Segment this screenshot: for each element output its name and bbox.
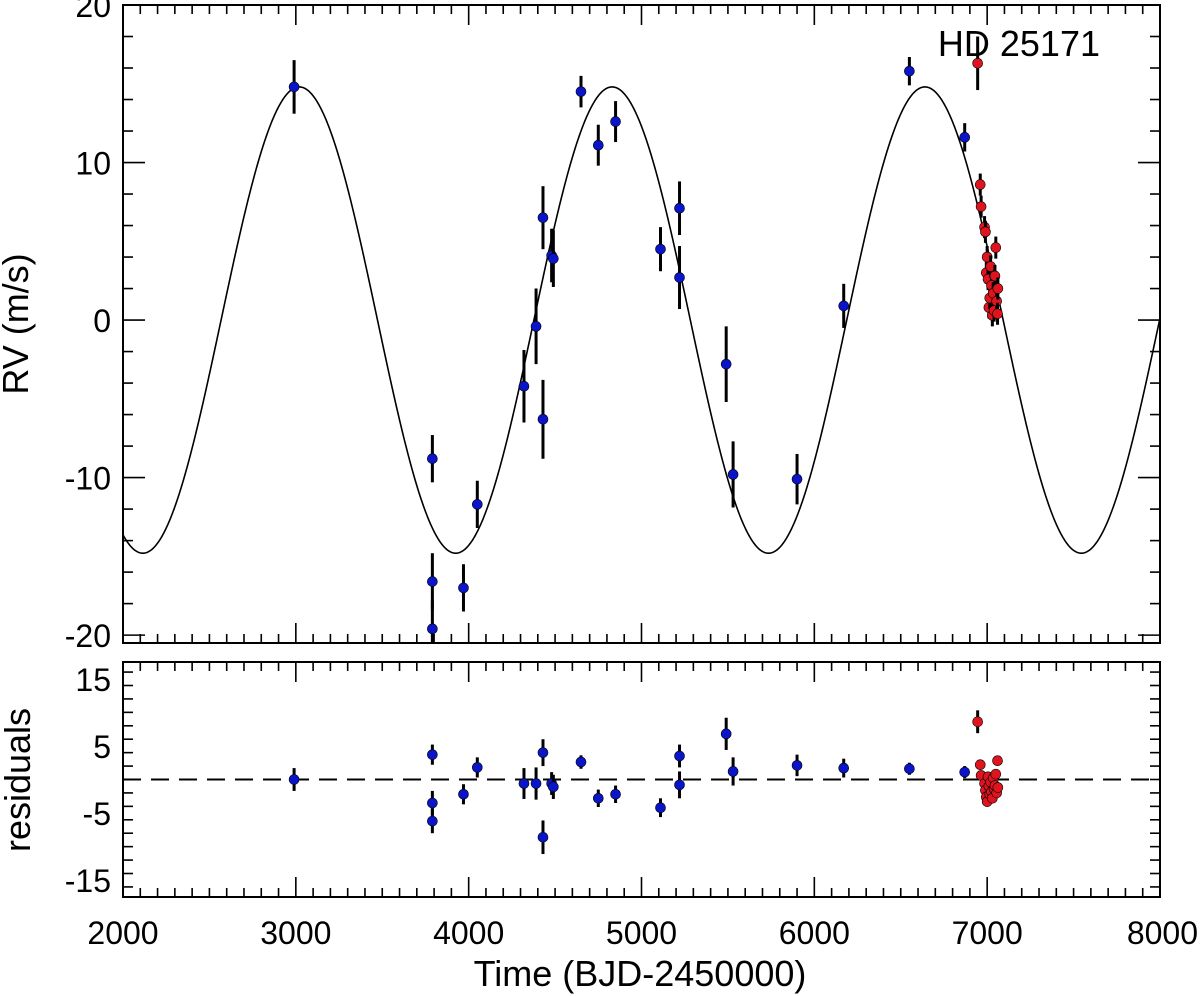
data-point	[904, 763, 915, 775]
data-point	[530, 778, 542, 789]
rv-panel-ticks	[122, 4, 1161, 643]
x-tick-label: 4000	[433, 915, 504, 951]
y-tick-label: 15	[75, 662, 111, 698]
data-point	[537, 414, 549, 425]
data-point	[838, 762, 850, 774]
residuals-panel: -15 -5 5 15 2000 3000 4000 5000 6000 7000 8000 re…	[0, 661, 1198, 994]
data-point	[537, 212, 549, 223]
x-tick-label: 8000	[1127, 915, 1198, 951]
rv-data-points	[288, 36, 1004, 643]
x-tick-label: 5000	[606, 915, 677, 951]
y-tick-label: 10	[75, 146, 111, 182]
data-point	[548, 781, 559, 793]
data-point	[427, 749, 438, 760]
data-point	[720, 358, 732, 370]
data-point	[472, 499, 483, 510]
data-point	[990, 768, 1002, 780]
data-point	[610, 116, 621, 127]
data-point	[974, 759, 986, 771]
data-point	[530, 321, 542, 332]
residuals-y-tick-labels: -15 -5 5 15	[65, 662, 111, 899]
data-point	[992, 308, 1003, 320]
data-point	[974, 179, 986, 190]
data-point	[674, 202, 685, 214]
data-point	[518, 778, 530, 789]
data-point	[992, 283, 1004, 294]
data-point	[972, 716, 983, 728]
data-point	[990, 242, 1002, 253]
x-tick-label: 6000	[779, 915, 850, 951]
data-point	[674, 779, 685, 791]
data-point	[427, 815, 438, 827]
rv-panel: -20 -10 0 10 20 HD 25171 RV (m/s)	[0, 0, 1161, 654]
data-point	[791, 760, 803, 771]
x-tick-label: 2000	[87, 915, 158, 951]
y-tick-label: 5	[93, 729, 111, 765]
data-point	[610, 788, 621, 800]
rv-y-tick-labels: -20 -10 0 10 20	[65, 0, 111, 654]
data-point	[575, 756, 587, 768]
data-point	[727, 766, 739, 777]
y-tick-label: 20	[75, 0, 111, 24]
data-point	[548, 253, 559, 264]
data-point	[674, 750, 685, 762]
data-point	[904, 65, 915, 77]
data-point	[537, 747, 549, 758]
data-point	[655, 802, 666, 814]
data-point	[427, 797, 438, 809]
data-point	[791, 473, 803, 485]
time-x-axis-label: Time (BJD-2450000)	[474, 953, 807, 994]
data-point	[288, 774, 300, 785]
data-point	[592, 139, 604, 151]
data-point	[458, 788, 469, 800]
y-tick-label: -10	[65, 461, 111, 497]
data-point	[288, 81, 300, 93]
data-point	[458, 582, 469, 594]
data-point	[592, 792, 604, 804]
data-point	[720, 728, 732, 740]
data-point	[992, 782, 1004, 793]
x-tick-label: 7000	[952, 915, 1023, 951]
y-tick-label: -5	[83, 796, 111, 832]
data-point	[959, 766, 970, 778]
data-point	[655, 243, 666, 255]
rv-y-axis-label: RV (m/s)	[0, 253, 36, 394]
residuals-panel-frame	[122, 661, 1161, 898]
data-point	[674, 272, 685, 283]
residuals-panel-ticks	[122, 662, 1161, 897]
data-point	[575, 86, 587, 97]
y-tick-label: 0	[93, 303, 111, 339]
star-name-label: HD 25171	[938, 23, 1100, 64]
x-tick-label: 3000	[260, 915, 331, 951]
data-point	[975, 201, 987, 212]
time-x-tick-labels: 2000 3000 4000 5000 6000 7000 8000	[87, 915, 1198, 951]
data-point	[427, 623, 438, 635]
data-point	[427, 576, 438, 587]
data-point	[518, 380, 530, 392]
data-point	[959, 132, 970, 143]
data-point	[992, 755, 1003, 767]
data-point	[537, 831, 549, 843]
rv-panel-frame	[122, 4, 1161, 644]
data-point	[972, 57, 983, 69]
y-tick-label: -20	[65, 618, 111, 654]
data-point	[472, 762, 483, 773]
y-tick-label: -15	[65, 863, 111, 899]
data-point	[980, 226, 991, 238]
keplerian-fit-curve	[122, 86, 1161, 555]
data-point	[427, 453, 438, 464]
residual-data-points	[288, 710, 1004, 855]
data-point	[727, 469, 739, 480]
residuals-y-axis-label: residuals	[0, 708, 38, 852]
data-point	[838, 300, 850, 312]
